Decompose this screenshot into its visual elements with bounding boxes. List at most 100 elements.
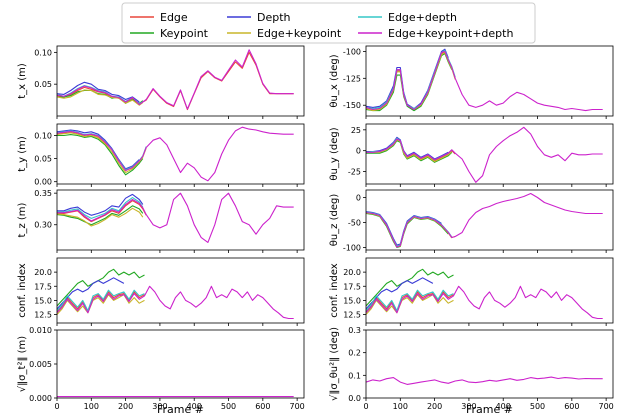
- y-tick-label: 0.005: [29, 360, 52, 369]
- series-line: [366, 211, 453, 247]
- y-tick-label: 12.5: [343, 311, 361, 320]
- legend-label: Edge+depth: [388, 11, 457, 24]
- y-tick-label: 25: [351, 126, 361, 135]
- y-tick-label: 15.0: [34, 296, 52, 305]
- series-line: [57, 193, 144, 216]
- axes-frame: [365, 123, 614, 185]
- x-tick-label: 500: [221, 402, 236, 411]
- x-tick-label: 300: [461, 402, 476, 411]
- axes-frame: [56, 123, 305, 185]
- series-line: [366, 210, 442, 246]
- y-tick-label: 0.3: [348, 326, 361, 335]
- series-line: [366, 50, 456, 111]
- x-tick-label: 0: [363, 402, 368, 411]
- legend-entry: Edge: [130, 11, 188, 24]
- series-line: [366, 291, 454, 313]
- x-tick-label: 100: [84, 402, 99, 411]
- x-tick-label: 600: [564, 402, 579, 411]
- series-line: [366, 294, 454, 315]
- y-tick-label: -50: [348, 219, 361, 228]
- legend-label: Edge: [160, 11, 188, 24]
- series-line: [57, 89, 144, 106]
- series-line: [57, 294, 145, 315]
- legend-entry: Keypoint: [130, 27, 209, 40]
- series-line: [366, 139, 453, 163]
- y-tick-label: 0.010: [29, 326, 52, 335]
- y-tick-label: 12.5: [34, 311, 52, 320]
- series-line: [366, 212, 453, 248]
- y-axis-label: √‖σ_θu²‖ (deg): [329, 327, 340, 401]
- series-line: [366, 52, 453, 112]
- x-tick-label: 400: [496, 402, 511, 411]
- y-tick-label: 0: [356, 147, 361, 156]
- y-tick-label: 0.0: [348, 394, 361, 403]
- y-tick-label: -125: [343, 74, 361, 83]
- x-tick-label: 700: [598, 402, 613, 411]
- series-line: [57, 285, 294, 320]
- series-line: [57, 192, 294, 243]
- series-line: [366, 48, 449, 110]
- axes-frame: [365, 189, 614, 251]
- series-group: [366, 268, 603, 320]
- y-tick-label: 20.0: [343, 268, 361, 277]
- series-line: [57, 291, 145, 313]
- y-tick-label: -100: [343, 47, 361, 56]
- x-tick-label: 0: [54, 402, 59, 411]
- x-tick-label: 700: [289, 402, 304, 411]
- x-tick-label: 200: [118, 402, 133, 411]
- legend-label: Depth: [257, 11, 291, 24]
- x-tick-label: 300: [152, 402, 167, 411]
- axes-frame: [56, 257, 305, 324]
- series-line: [366, 192, 603, 248]
- legend-frame: [121, 2, 536, 44]
- series-line: [57, 132, 147, 174]
- y-tick-label: 17.5: [343, 282, 361, 291]
- subplot: 0.05 0.10 t_x (m): [17, 45, 305, 119]
- y-tick-label: -25: [348, 168, 361, 177]
- y-tick-label: 0.05: [34, 80, 52, 89]
- series-group: [57, 192, 294, 243]
- axes-frame: [56, 329, 305, 399]
- y-axis-label: t_z (m): [17, 202, 28, 237]
- axes-frame: [56, 189, 305, 251]
- y-tick-label: 0.000: [29, 394, 52, 403]
- y-axis-label: θu_y (deg): [329, 127, 340, 180]
- y-tick-label: 20.0: [34, 268, 52, 277]
- y-tick-label: 0.10: [34, 132, 52, 141]
- x-tick-label: 200: [427, 402, 442, 411]
- y-tick-label: 15.0: [343, 296, 361, 305]
- series-line: [57, 126, 294, 182]
- series-line: [57, 49, 294, 110]
- y-tick-label: 17.5: [34, 282, 52, 291]
- x-axis-label: Frame #: [466, 403, 513, 416]
- axes-frame: [56, 45, 305, 117]
- series-group: [366, 376, 603, 385]
- series-group: [57, 268, 294, 320]
- y-axis-label: conf. index: [329, 263, 340, 318]
- y-tick-label: 0.05: [34, 155, 52, 164]
- subplot: 12.5 15.0 17.5 20.0 conf. index: [17, 257, 305, 326]
- series-line: [57, 197, 144, 219]
- y-tick-label: 0.2: [348, 349, 361, 358]
- subplot: 0.00 0.05 0.10 t_y (m): [17, 123, 305, 187]
- legend-label: Edge+keypoint+depth: [388, 27, 513, 40]
- subplot: -25 0 25 θu_y (deg): [329, 123, 614, 187]
- y-axis-label: θu_z (deg): [329, 194, 340, 247]
- x-tick-label: 100: [393, 402, 408, 411]
- series-line: [366, 289, 454, 312]
- y-axis-label: conf. index: [17, 263, 28, 318]
- series-line: [366, 126, 603, 183]
- series-group: [366, 126, 603, 183]
- x-tick-label: 600: [255, 402, 270, 411]
- series-group: [57, 126, 294, 182]
- y-tick-label: 0.10: [34, 48, 52, 57]
- x-axis-label: Frame #: [157, 403, 204, 416]
- y-axis-label: t_y (m): [17, 136, 28, 172]
- series-line: [57, 207, 144, 227]
- legend-entry: Edge+keypoint+depth: [358, 27, 513, 40]
- series-line: [366, 50, 603, 112]
- legend-label: Edge+keypoint: [257, 27, 342, 40]
